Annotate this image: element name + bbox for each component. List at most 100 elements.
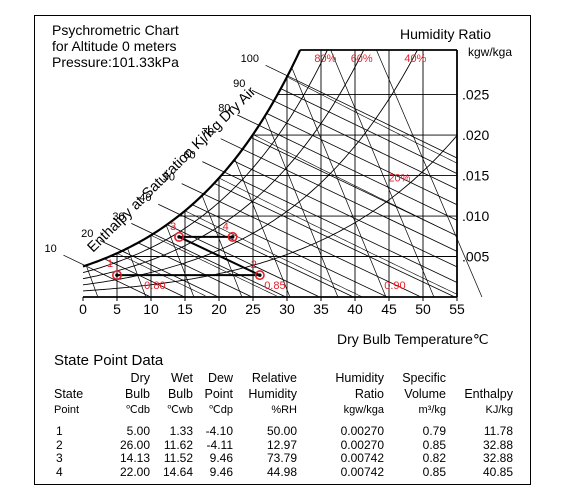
table-cell-r1-c3: -4.11: [206, 437, 233, 452]
chart-title-line-1: Psychrometric Chart: [52, 22, 179, 38]
enthalpy-line-50: [181, 183, 422, 298]
state-point-2-ring: [254, 270, 265, 281]
table-cell-r1-c1: 26.00: [119, 437, 150, 452]
enthalpy-label-70: 70: [202, 126, 214, 138]
table-cell-r2-c4: 73.79: [266, 451, 297, 465]
enthalpy-line-70: [220, 138, 458, 252]
table-cell-r2-c7: 32.88: [482, 451, 513, 465]
table-header-col-4-line-2: %RH: [271, 404, 297, 416]
enthalpy-line-55: [213, 182, 455, 298]
table-header-col-1-line-0: Dry: [130, 371, 150, 385]
state-point-3-label: 3: [170, 221, 176, 233]
table-cell-r3-c2: 14.64: [162, 464, 193, 479]
table-cell-r1-c4: 12.97: [266, 437, 297, 452]
enthalpy-label-40: 40: [139, 192, 151, 204]
x-tick-label-30: 30: [279, 301, 295, 317]
y-tick-label-2: .015: [462, 168, 489, 184]
enthalpy-line-15: [104, 258, 185, 298]
enthalpy-label-80: 80: [218, 103, 230, 115]
table-cell-r3-c1: 22.00: [119, 464, 150, 479]
table-cell-r0-c0: 1: [56, 424, 63, 438]
enthalpy-label-60: 60: [183, 149, 195, 161]
table-cell-r3-c0: 4: [56, 464, 63, 479]
wet-bulb-line-20: [218, 177, 458, 295]
rh-curve-60: [82, 49, 365, 280]
chart-title-line-3: Pressure:101.33kPa: [52, 54, 179, 70]
enthalpy-label-30: 30: [112, 211, 124, 223]
state-point-4-dot: [230, 235, 235, 239]
table-cell-r3-c5: 0.00742: [340, 464, 384, 479]
enthalpy-line-90: [251, 90, 458, 190]
table-header-col-6-line-0: Specific: [402, 371, 446, 385]
x-axis-title: Dry Bulb Temperature℃: [337, 331, 489, 347]
state-point-2-dot: [258, 273, 262, 277]
table-cell-r1-c0: 2: [56, 437, 63, 452]
table-header-col-5-line-1: Ratio: [354, 387, 384, 401]
rh-label-40%: 40%: [404, 53, 426, 65]
enthalpy-lines: [63, 64, 458, 298]
table-header-col-7-line-1: Enthalpy: [464, 387, 513, 401]
enthalpy-line-25: [137, 242, 253, 298]
table-header-col-6-line-1: Volume: [404, 387, 446, 401]
relative-humidity-curves: [82, 49, 458, 292]
table-header-col-5-line-2: kgw/kga: [343, 404, 384, 416]
x-tick-label-20: 20: [211, 301, 227, 317]
rh-label-80%: 80%: [314, 53, 336, 65]
state-point-1-label: 1: [107, 258, 113, 270]
enthalpy-line-30: [131, 223, 286, 298]
table-cell-r0-c7: 11.78: [483, 424, 513, 438]
x-tick-label-45: 45: [381, 301, 397, 317]
enthalpy-line-80: [236, 114, 458, 221]
enthalpy-label-10: 10: [45, 243, 57, 255]
enthalpy-label-20: 20: [81, 228, 93, 240]
chart-title-line-2: for Altitude 0 meters: [52, 38, 177, 54]
volume-line-0.88: [264, 116, 339, 298]
table-cell-r2-c0: 3: [56, 451, 63, 465]
process-line-2-3: [178, 236, 261, 277]
enthalpy-line-40: [158, 203, 354, 298]
enthalpy-label-100: 100: [241, 53, 259, 65]
table-header-col-2-line-2: ℃wb: [166, 404, 193, 416]
y-axis-unit: kgw/kga: [468, 45, 513, 59]
enthalpy-line-45: [191, 204, 388, 298]
volume-line-0.78: [85, 265, 99, 298]
state-points: 1 2 3 4: [107, 221, 265, 281]
rh-curve-20: [82, 135, 458, 292]
x-tick-label-25: 25: [245, 301, 261, 317]
table-cell-r1-c6: 0.85: [422, 437, 446, 452]
state-point-4-ring: [227, 231, 238, 242]
table-cell-r2-c6: 0.82: [422, 451, 446, 465]
x-tick-label-40: 40: [347, 301, 363, 317]
state-point-2-label: 2: [251, 259, 257, 271]
x-tick-label-15: 15: [177, 301, 193, 317]
table-header-col-1-line-2: ℃db: [125, 404, 150, 416]
enthalpy-label-90: 90: [233, 78, 245, 90]
y-axis-title: Humidity Ratio: [400, 26, 492, 42]
state-point-3-ring: [174, 231, 185, 242]
table-header-col-6-line-2: m³/kg: [418, 404, 447, 416]
enthalpy-line-95: [280, 88, 458, 174]
enthalpy-line-10: [63, 254, 151, 298]
state-point-1-ring: [112, 270, 123, 281]
y-tick-label-0: .005: [462, 249, 489, 265]
rh-curve-40: [82, 49, 418, 286]
y-tick-label-3: .020: [462, 127, 489, 143]
volume-label-0.90: 0.90: [384, 280, 405, 292]
saturation-curve: [82, 49, 302, 268]
process-lines: [117, 235, 261, 277]
table-cell-r0-c5: 0.00270: [340, 424, 384, 438]
x-tick-label-55: 55: [449, 301, 465, 317]
rh-curve-80: [82, 49, 328, 274]
wet-bulb-line-10: [150, 234, 277, 297]
table-header-col-5-line-0: Humidity: [335, 371, 384, 385]
x-tick-label-10: 10: [143, 301, 159, 317]
state-point-1-dot: [115, 273, 119, 277]
table-header-col-3-line-1: Point: [204, 387, 234, 401]
table-cell-r0-c4: 50.00: [266, 424, 297, 438]
table-cell-r0-c6: 0.79: [422, 424, 446, 438]
chart-frame: [34, 15, 531, 485]
x-tick-label-35: 35: [313, 301, 329, 317]
table-header-col-3-line-0: Dew: [207, 371, 233, 385]
table-cell-r0-c3: -4.10: [205, 424, 233, 438]
table-cell-r2-c2: 11.52: [163, 451, 193, 465]
